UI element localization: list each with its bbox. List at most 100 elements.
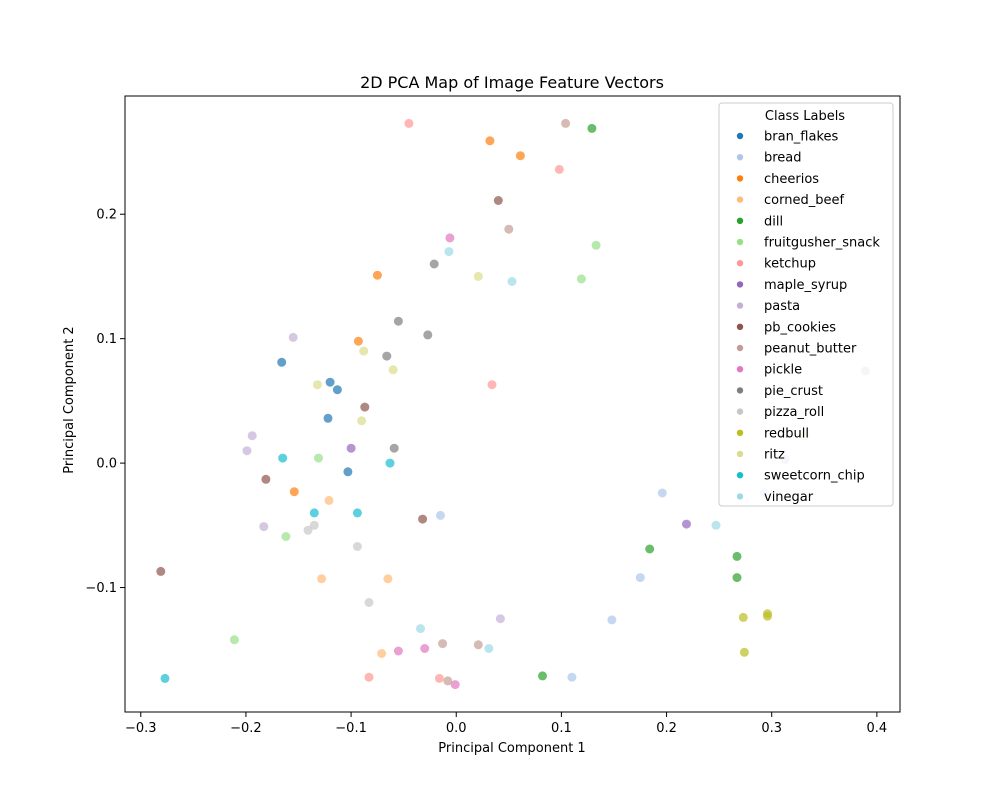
y-tick-label: 0.2	[96, 208, 117, 223]
point-vinegar-1	[507, 276, 517, 286]
point-cheerios-1	[515, 151, 525, 161]
series-peanut_butter	[438, 118, 571, 686]
legend-marker	[736, 472, 744, 479]
legend-marker	[736, 493, 744, 500]
point-pasta-4	[495, 614, 505, 624]
point-ritz-4	[357, 416, 367, 426]
legend-entry-fruitgusher_snack: fruitgusher_snack	[736, 236, 880, 251]
point-peanut_butter-4	[443, 676, 453, 686]
legend-entry-redbull: redbull	[736, 426, 809, 441]
point-corned_beef-3	[377, 649, 387, 658]
legend-title: Class Labels	[765, 109, 845, 124]
point-pb_cookies-2	[261, 474, 271, 484]
point-maple_syrup-0	[346, 443, 356, 453]
point-pasta-1	[247, 431, 257, 441]
series-dill	[538, 123, 742, 681]
legend-entry-peanut_butter: peanut_butter	[736, 342, 857, 357]
legend-label: bread	[764, 151, 802, 166]
point-dill-4	[538, 671, 547, 681]
x-tick-label: 0.4	[867, 721, 888, 736]
legend-entry-pb_cookies: pb_cookies	[736, 320, 836, 335]
point-peanut_butter-2	[438, 639, 448, 649]
point-dill-1	[645, 544, 655, 554]
point-pie_crust-0	[429, 259, 439, 269]
y-tick-label: −0.1	[85, 581, 117, 596]
x-tick-label: 0.0	[446, 721, 467, 736]
point-pasta-3	[259, 522, 269, 532]
point-ketchup-3	[364, 672, 374, 682]
legend-entry-pickle: pickle	[736, 363, 802, 378]
legend-marker	[736, 450, 744, 458]
legend-label: pizza_roll	[764, 405, 824, 420]
point-pickle-3	[450, 680, 460, 690]
series-vinegar	[416, 247, 721, 653]
point-bran_flakes-2	[332, 385, 342, 395]
point-bread-2	[635, 573, 645, 583]
legend-marker	[736, 366, 744, 373]
legend-entry-bread: bread	[736, 151, 802, 166]
axis-ticks: −0.3 −0.2 −0.1 0.0 0.1 0.2 0.3 0.4 −0.1 0.0 0.1 0.2	[85, 208, 887, 736]
point-peanut_butter-1	[504, 224, 514, 234]
x-tick-label: −0.1	[335, 721, 367, 736]
legend-marker	[736, 302, 744, 309]
point-bread-3	[607, 615, 617, 625]
point-redbull-2	[738, 612, 748, 622]
legend-marker	[736, 132, 744, 140]
series-pasta	[242, 332, 870, 624]
point-ketchup-0	[404, 118, 414, 128]
legend-label: ketchup	[764, 257, 816, 272]
point-bran_flakes-4	[343, 467, 353, 477]
series-ketchup	[364, 118, 564, 683]
legend-entry-pasta: pasta	[736, 299, 800, 314]
point-pasta-2	[242, 446, 252, 456]
legend-label: pasta	[764, 299, 800, 314]
legend-entry-ritz: ritz	[736, 448, 785, 463]
series-corned_beef	[317, 495, 393, 658]
x-tick-label: −0.2	[230, 721, 262, 736]
point-ritz-1	[359, 346, 369, 356]
point-ketchup-4	[434, 673, 444, 683]
legend-marker	[736, 260, 744, 267]
point-dill-2	[732, 551, 742, 561]
point-sweetcorn_chip-1	[385, 458, 395, 468]
x-tick-label: 0.3	[761, 721, 782, 736]
legend-label: corned_beef	[764, 193, 844, 208]
point-pie_crust-3	[382, 351, 392, 361]
legend-label: dill	[764, 214, 783, 229]
point-fruitgusher_snack-3	[281, 532, 291, 541]
point-bread-0	[436, 510, 445, 520]
point-corned_beef-2	[383, 574, 393, 584]
point-fruitgusher_snack-0	[591, 240, 601, 250]
point-fruitgusher_snack-4	[229, 635, 239, 645]
legend-marker	[736, 154, 744, 161]
point-sweetcorn_chip-0	[278, 453, 288, 463]
point-pasta-0	[288, 332, 298, 342]
point-peanut_butter-3	[473, 640, 483, 650]
point-cheerios-4	[289, 487, 299, 497]
series-bran_flakes	[277, 357, 353, 477]
point-pizza_roll-2	[352, 542, 362, 551]
point-fruitgusher_snack-2	[314, 453, 323, 463]
y-tick-label: 0.0	[96, 457, 117, 472]
x-axis-title: Principal Component 1	[438, 741, 585, 756]
point-maple_syrup-1	[682, 519, 691, 529]
point-redbull-1	[763, 611, 772, 621]
series-sweetcorn_chip	[160, 453, 395, 683]
point-vinegar-2	[711, 520, 721, 530]
legend-marker	[736, 238, 744, 246]
legend-label: vinegar	[764, 490, 814, 505]
series-pb_cookies	[156, 196, 503, 576]
point-vinegar-3	[416, 624, 425, 634]
point-pb_cookies-4	[156, 566, 166, 576]
point-peanut_butter-0	[561, 118, 571, 128]
point-ritz-2	[388, 365, 398, 375]
point-bran_flakes-1	[325, 377, 335, 387]
legend-entry-dill: dill	[736, 214, 783, 229]
point-vinegar-4	[484, 644, 494, 653]
point-pickle-0	[445, 233, 455, 243]
point-ketchup-1	[554, 164, 564, 174]
legend-label: fruitgusher_snack	[764, 236, 880, 251]
point-cheerios-0	[485, 136, 495, 146]
legend-entry-pie_crust: pie_crust	[736, 384, 823, 399]
legend-marker	[736, 175, 744, 182]
